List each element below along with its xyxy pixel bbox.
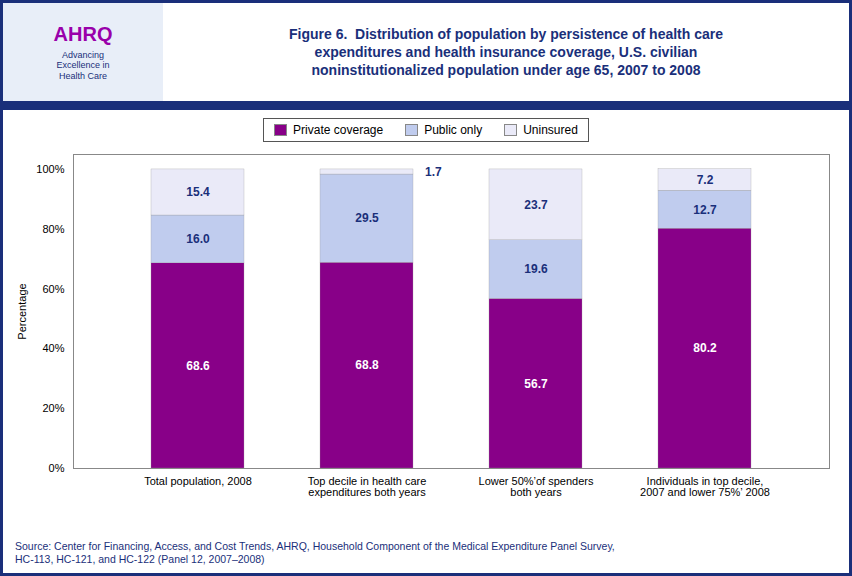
svg-text:23.7: 23.7: [524, 198, 548, 212]
svg-text:1.7: 1.7: [425, 165, 442, 179]
html-text:Figure 6. Distribution of popu: Figure 6. Distribution of population by …: [289, 25, 723, 79]
svg-text:Individuals in top decile,2007: Individuals in top decile,2007 and lower…: [640, 475, 770, 498]
svg-text:0%: 0%: [49, 462, 65, 474]
svg-text:56.7: 56.7: [524, 377, 548, 391]
html-text:Uninsured: Uninsured: [523, 123, 578, 137]
svg-text:Lower 50%’of spendersboth year: Lower 50%’of spendersboth years: [479, 475, 594, 498]
html-text:Private coverage: Private coverage: [293, 123, 384, 137]
html-text:AHRQ: AHRQ: [53, 23, 113, 45]
svg-text:Top decile in health careexpen: Top decile in health careexpenditures bo…: [308, 475, 427, 498]
svg-text:60%: 60%: [42, 283, 64, 295]
html-text:Source: Center for Financing,: Source: Center for Financing, Access, an…: [15, 539, 615, 566]
svg-text:68.8: 68.8: [355, 358, 379, 372]
html-text:Advancing Excellence in Health: Advancing Excellence in Health Care: [56, 50, 110, 81]
svg-text:Total population, 2008: Total population, 2008: [144, 475, 252, 487]
svg-text:19.6: 19.6: [524, 262, 548, 276]
svg-text:29.5: 29.5: [355, 211, 379, 225]
svg-text:68.6: 68.6: [186, 359, 210, 373]
svg-text:Percentage: Percentage: [16, 283, 28, 339]
svg-text:80%: 80%: [42, 223, 64, 235]
svg-text:15.4: 15.4: [186, 185, 210, 199]
svg-text:20%: 20%: [42, 402, 64, 414]
svg-text:80.2: 80.2: [693, 341, 717, 355]
svg-text:100%: 100%: [36, 163, 64, 175]
svg-text:16.0: 16.0: [186, 232, 210, 246]
svg-text:7.2: 7.2: [697, 173, 714, 187]
html-text:Public only: Public only: [424, 123, 483, 137]
svg-text:12.7: 12.7: [693, 203, 717, 217]
svg-text:40%: 40%: [42, 342, 64, 354]
